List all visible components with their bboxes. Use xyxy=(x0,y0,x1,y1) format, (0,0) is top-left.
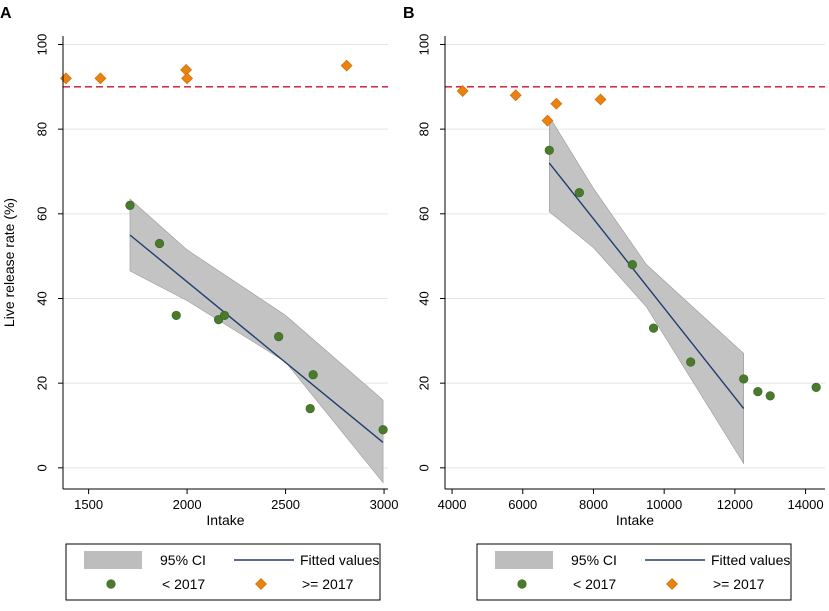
panel-b-point-2017-plus xyxy=(594,93,607,106)
panel-b-legend-2017-plus-label: >= 2017 xyxy=(713,576,765,592)
panel-a-letter: A xyxy=(0,5,12,22)
panel-a-point-2017-plus xyxy=(94,72,107,85)
panel-b-letter: B xyxy=(403,5,415,22)
panel-a-legend-pre2017-swatch xyxy=(106,579,116,589)
panel-b-y-tick-label: 100 xyxy=(416,34,431,56)
panel-a-y-axis-title: Live release rate (%) xyxy=(1,198,17,327)
panel-a: A 0 20 40 60 80 100 1500 2000 2500 3000 Intake Live… xyxy=(0,5,399,601)
panel-b-y-tick-label: 0 xyxy=(416,464,431,471)
panel-b-point-pre2017 xyxy=(627,260,637,270)
panel-a-point-pre2017 xyxy=(125,200,135,210)
panel-a-point-pre2017 xyxy=(378,425,388,435)
panel-a-y-tick-label: 40 xyxy=(34,291,49,305)
panel-b-point-pre2017 xyxy=(811,382,821,392)
panel-b-fit-line xyxy=(548,162,745,409)
panel-a-point-pre2017 xyxy=(171,310,181,321)
panel-a-legend-pre2017-label: < 2017 xyxy=(162,576,205,592)
panel-b-x-axis-title: Intake xyxy=(616,512,654,528)
panel-b-point-2017-plus xyxy=(541,114,554,127)
panel-b-point-pre2017 xyxy=(753,387,763,397)
panel-a-x-tick-label: 2500 xyxy=(271,497,300,512)
panel-a-point-pre2017 xyxy=(274,331,284,342)
panel-a-point-pre2017 xyxy=(154,238,165,249)
panel-a-point-pre2017 xyxy=(308,370,318,380)
panel-a-x-axis-title: Intake xyxy=(206,512,244,528)
panel-a-point-pre2017 xyxy=(305,403,315,414)
panel-a-legend-2017-plus-label: >= 2017 xyxy=(302,576,354,592)
panel-a-x-tick-label: 1500 xyxy=(74,497,103,512)
panel-b-point-pre2017 xyxy=(574,188,584,198)
panel-a-point-2017-plus xyxy=(60,72,72,85)
panel-a-x-tick-label: 3000 xyxy=(370,497,399,512)
panel-a-y-tick-label: 80 xyxy=(34,122,49,136)
panel-b-point-pre2017 xyxy=(739,374,749,384)
panel-a-y-tick-label: 20 xyxy=(34,376,49,390)
panel-b-y-tick-label: 60 xyxy=(416,207,431,221)
panel-b-legend-ci-swatch xyxy=(495,551,553,569)
panel-b-x-tick-label: 4000 xyxy=(438,497,467,512)
panel-b-legend-ci-label: 95% CI xyxy=(571,552,617,568)
panel-a-ci-band xyxy=(129,198,384,484)
panel-a-point-2017-plus xyxy=(181,72,194,85)
panel-a-x-tick-label: 2000 xyxy=(173,497,202,512)
panel-a-y-tick-label: 0 xyxy=(34,464,49,471)
panel-b-point-2017-plus xyxy=(456,85,469,97)
panel-b-ci-band xyxy=(548,115,744,465)
panel-a-y-tick-label: 60 xyxy=(34,207,49,221)
panel-b-x-tick-label: 8000 xyxy=(579,497,608,512)
panel-a-point-2017-plus xyxy=(340,59,353,72)
panel-b-legend-2017-plus-swatch xyxy=(666,578,678,590)
panel-a-legend-ci-label: 95% CI xyxy=(160,552,206,568)
panel-b-point-pre2017 xyxy=(648,323,659,333)
panel-a-legend-fit-label: Fitted values xyxy=(300,552,379,568)
panel-a-legend: 95% CI Fitted values < 2017 >= 2017 xyxy=(65,543,381,601)
panel-a-point-pre2017 xyxy=(219,310,230,321)
panel-b: B 0 20 40 60 80 100 4000 6000 8000 10000 12000 1400… xyxy=(403,5,825,601)
panel-b-y-tick-label: 80 xyxy=(416,122,431,136)
panel-b-x-tick-label: 12000 xyxy=(717,497,753,512)
panel-b-x-tick-label: 6000 xyxy=(508,497,537,512)
panel-b-legend-pre2017-label: < 2017 xyxy=(573,576,616,592)
panel-b-point-pre2017 xyxy=(544,145,554,155)
panel-b-x-tick-label: 10000 xyxy=(646,497,682,512)
panel-a-fit-line xyxy=(129,234,384,443)
panel-b-point-pre2017 xyxy=(686,357,696,367)
panel-b-point-2017-plus xyxy=(550,97,563,110)
panel-b-y-tick-label: 20 xyxy=(416,376,431,390)
panel-a-y-tick-label: 100 xyxy=(34,34,49,56)
panel-b-legend: 95% CI Fitted values < 2017 >= 2017 xyxy=(476,543,792,601)
panel-b-y-tick-label: 40 xyxy=(416,291,431,305)
panel-b-point-2017-plus xyxy=(509,89,522,102)
panel-b-x-tick-label: 14000 xyxy=(787,497,823,512)
panel-a-legend-2017-plus-swatch xyxy=(255,578,267,590)
panel-a-legend-ci-swatch xyxy=(84,551,142,569)
panel-b-legend-fit-label: Fitted values xyxy=(711,552,790,568)
panel-b-legend-pre2017-swatch xyxy=(517,579,527,589)
panel-b-point-pre2017 xyxy=(765,391,775,401)
